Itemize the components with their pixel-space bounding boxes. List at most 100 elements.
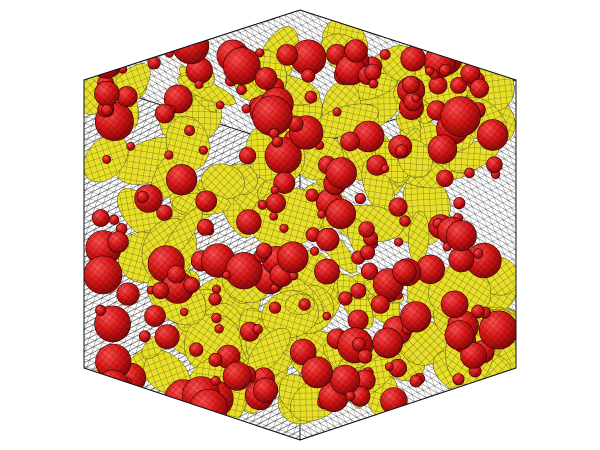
inclusion-sphere [222, 270, 231, 280]
inclusion-sphere [290, 39, 327, 76]
inclusion-sphere [126, 141, 136, 151]
inclusion-sphere [109, 214, 120, 225]
inclusion-sphere [332, 107, 342, 117]
inclusion-sphere [453, 197, 466, 210]
inclusion-sphere [338, 291, 353, 306]
inclusion-sphere [211, 312, 222, 324]
inclusion-sphere [211, 284, 222, 294]
inclusion-sphere [164, 150, 174, 160]
inclusion-sphere [325, 157, 357, 189]
inclusion-sphere [236, 209, 262, 235]
inclusion-sphere [347, 309, 369, 331]
inclusion-sphere [358, 221, 375, 238]
inclusion-sphere [409, 374, 423, 388]
inclusion-sphere [340, 131, 360, 152]
inclusion-sphere [380, 164, 390, 173]
inclusion-sphere [428, 75, 448, 95]
inclusion-sphere [486, 156, 503, 173]
inclusion-sphere [92, 209, 110, 227]
inclusion-sphere [411, 94, 421, 103]
inclusion-sphere [189, 388, 228, 428]
inclusion-sphere [268, 301, 282, 314]
inclusion-sphere [273, 171, 296, 194]
inclusion-sphere [357, 348, 373, 364]
inclusion-sphere [322, 311, 332, 321]
inclusion-sphere [147, 56, 161, 70]
inclusion-sphere [301, 356, 333, 389]
inclusion-sphere [427, 134, 458, 164]
inclusion-sphere [393, 237, 403, 247]
inclusion-sphere [298, 298, 311, 311]
inclusion-sphere [350, 282, 367, 299]
inclusion-sphere [269, 211, 279, 221]
inclusion-sphere [254, 67, 278, 90]
inclusion-sphere [325, 198, 356, 230]
inclusion-sphere [460, 342, 487, 369]
inclusion-sphere [364, 63, 382, 81]
inclusion-sphere [448, 246, 475, 273]
inclusion-sphere [444, 320, 475, 351]
inclusion-sphere [304, 90, 318, 104]
cube-outline [83, 9, 517, 441]
inclusion-sphere [279, 223, 289, 233]
inclusion-sphere [184, 125, 195, 136]
inclusion-sphere [194, 79, 204, 89]
inclusion-sphere [222, 361, 252, 391]
inclusion-sphere [445, 43, 459, 56]
inclusion-sphere [477, 119, 509, 151]
matrix-patch [165, 115, 210, 171]
inclusion-sphere [102, 154, 112, 164]
inclusion-sphere [136, 190, 149, 203]
inclusion-sphere [360, 262, 379, 280]
inclusion-sphere [166, 164, 198, 196]
inclusion-sphere [167, 264, 186, 284]
inclusion-sphere [268, 128, 280, 139]
inclusion-sphere [208, 352, 223, 367]
inclusion-sphere [154, 324, 180, 350]
inclusion-sphere [345, 390, 356, 402]
inclusion-sphere [123, 47, 136, 61]
inclusion-sphere [469, 78, 490, 98]
inclusion-sphere [241, 104, 252, 114]
inclusion-sphere [107, 231, 129, 253]
inclusion-sphere [253, 377, 279, 403]
inclusion-sphere [94, 80, 120, 107]
inclusion-sphere [276, 241, 309, 274]
inclusion-sphere [116, 282, 140, 306]
inclusion-sphere [440, 96, 481, 137]
inclusion-sphere [460, 63, 481, 84]
inclusion-sphere [384, 362, 394, 371]
inclusion-sphere [101, 104, 113, 116]
matrix-patch [462, 388, 496, 414]
inclusion-sphere [394, 144, 408, 158]
inclusion-sphere [252, 324, 263, 335]
inclusion-sphere [379, 49, 391, 60]
inclusion-sphere [270, 185, 280, 195]
inclusion-sphere [368, 78, 379, 89]
inclusion-sphere [370, 294, 390, 314]
inclusion-sphere [349, 385, 371, 407]
inclusion-sphere [439, 64, 452, 77]
inclusion-sphere [255, 48, 265, 58]
inclusion-sphere [445, 220, 477, 252]
inclusion-sphere [388, 358, 407, 378]
inclusion-sphere [288, 270, 299, 281]
inclusion-sphere [196, 218, 214, 236]
inclusion-sphere [415, 254, 445, 284]
inclusion-sphere [189, 342, 204, 357]
inclusion-sphere [354, 192, 366, 205]
inclusion-sphere [436, 169, 454, 188]
inclusion-sphere [223, 47, 261, 85]
inclusion-sphere [447, 392, 478, 424]
inclusion-sphere [183, 276, 200, 294]
inclusion-sphere [452, 373, 465, 386]
inclusion-sphere [314, 258, 340, 285]
inclusion-sphere [360, 244, 376, 260]
inclusion-sphere [464, 167, 475, 179]
inclusion-sphere [257, 199, 268, 210]
inclusion-sphere [317, 209, 327, 219]
inclusion-sphere [400, 301, 432, 333]
inclusion-sphere [425, 66, 435, 76]
inclusion-sphere [471, 304, 485, 319]
